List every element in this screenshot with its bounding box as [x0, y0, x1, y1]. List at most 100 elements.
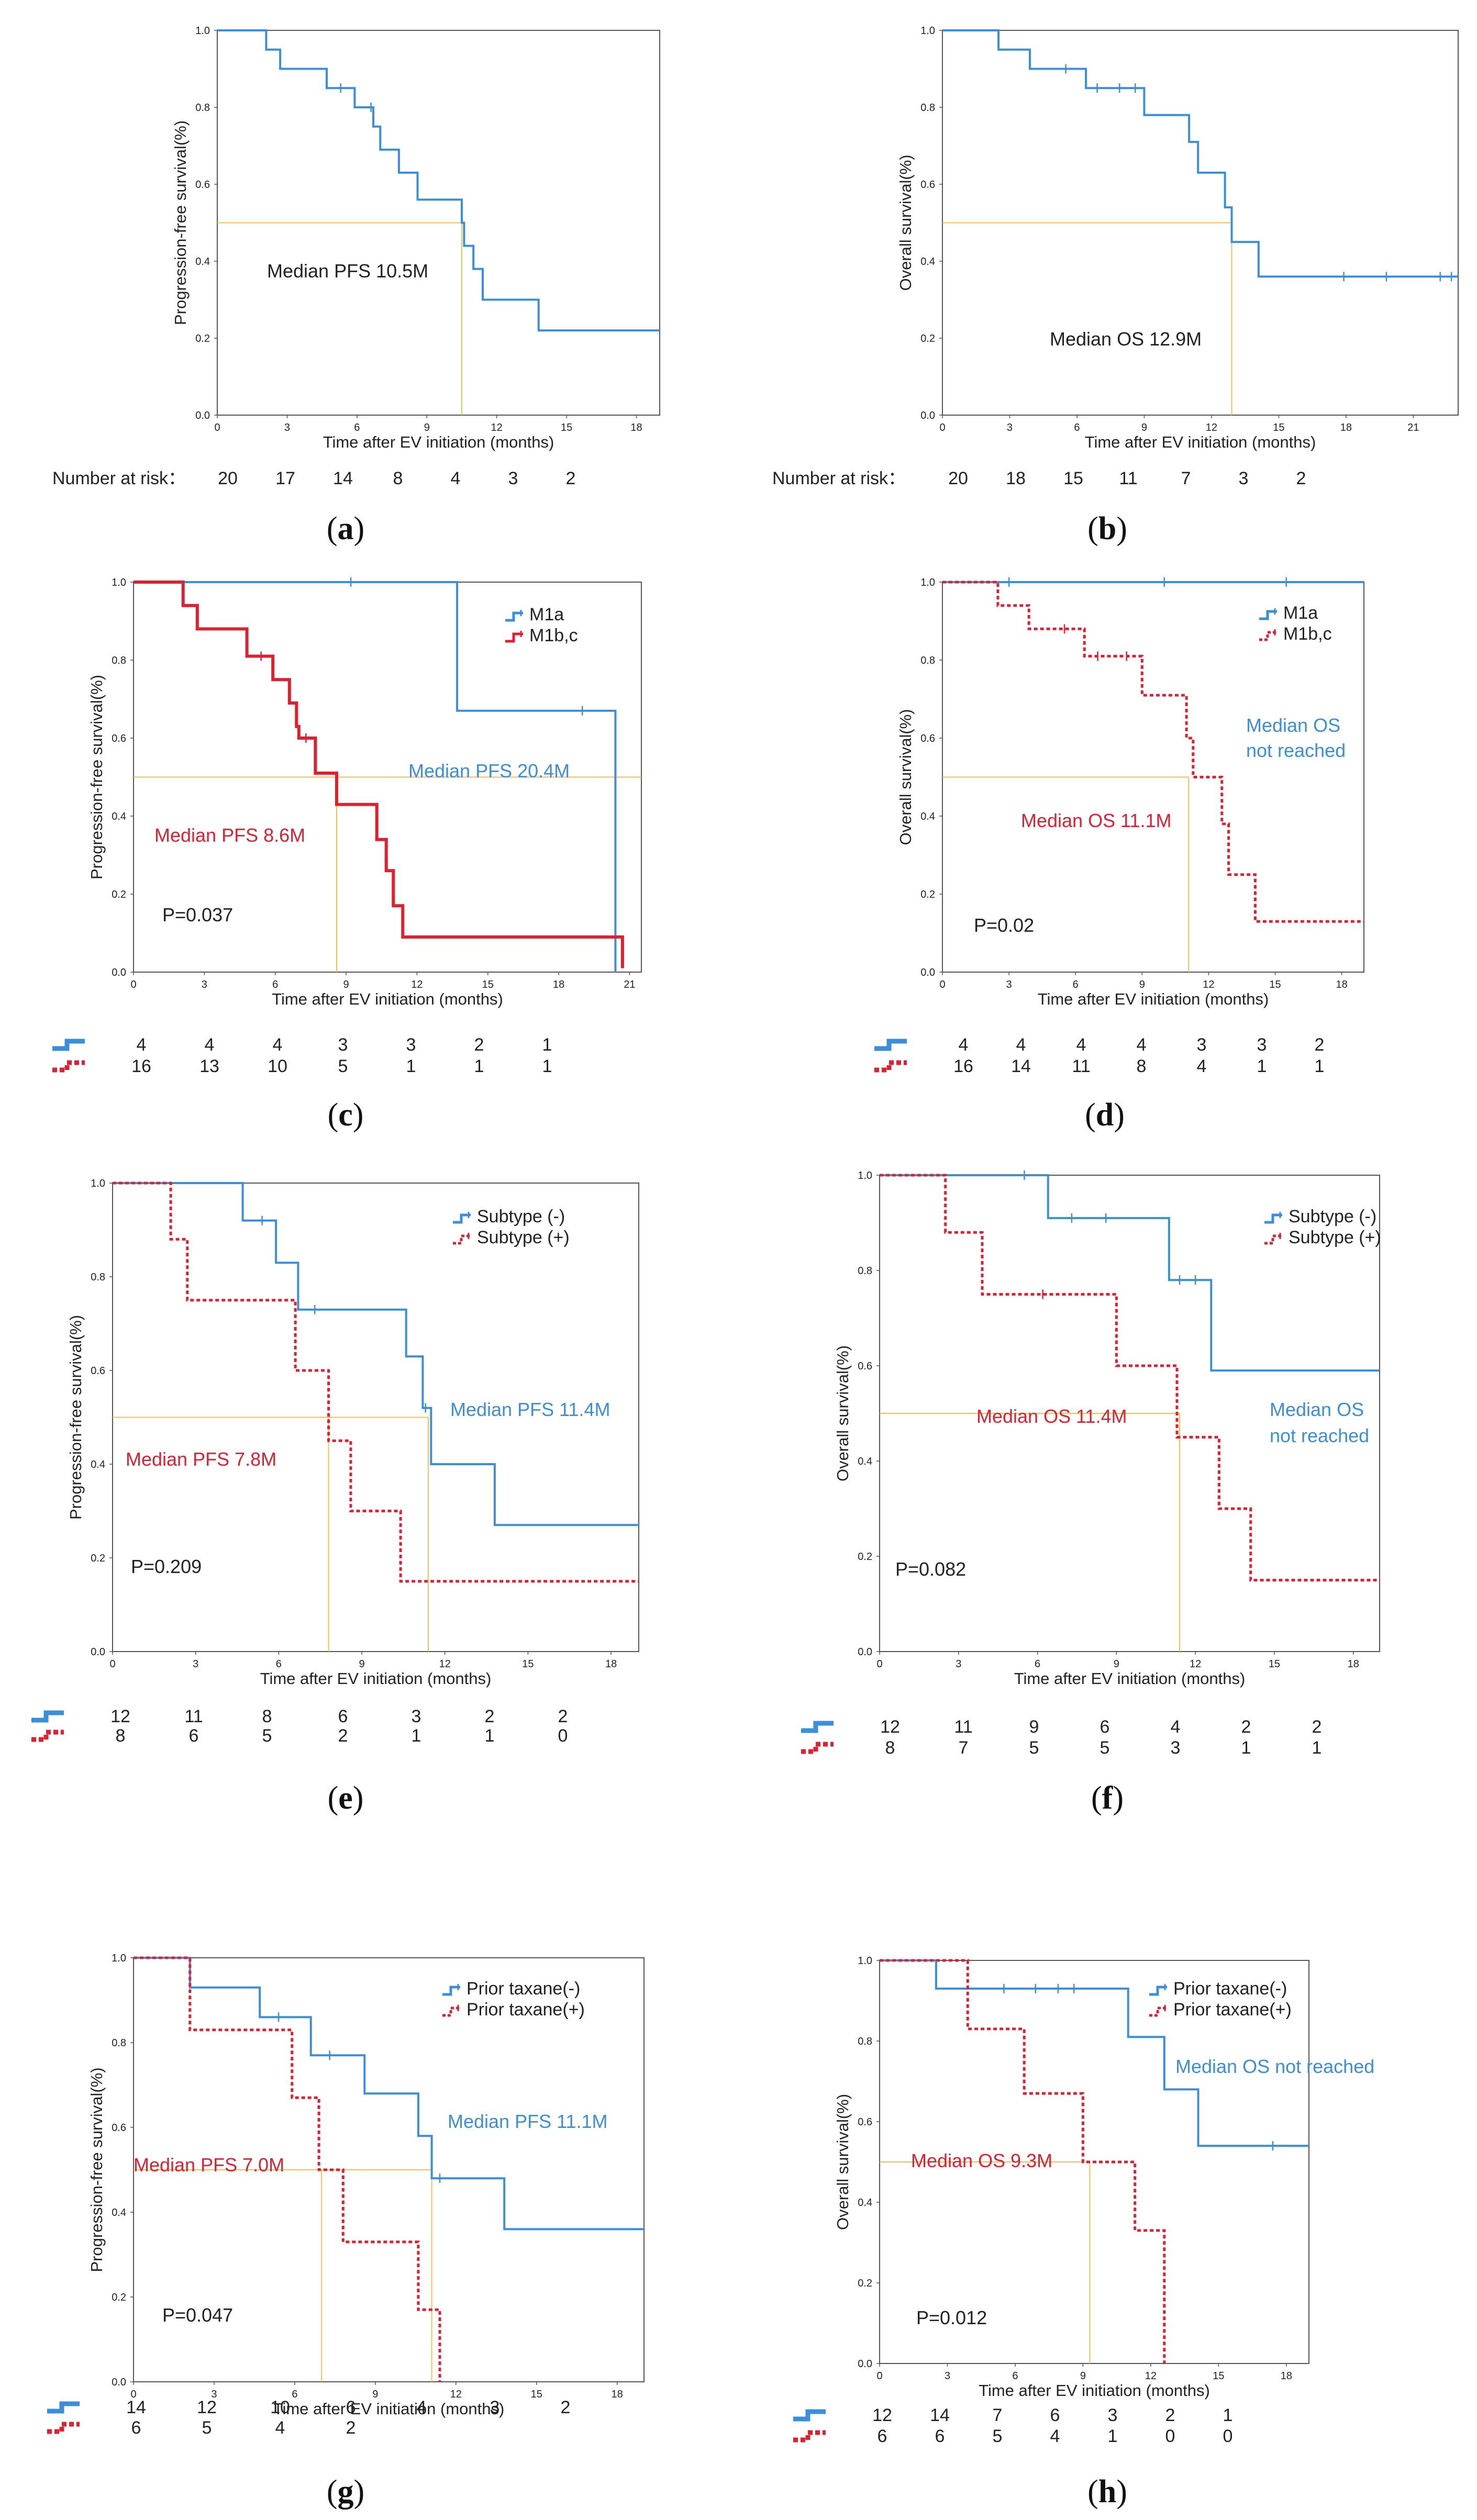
risk-row-marker-red [793, 2430, 826, 2443]
median-annotation: Median PFS 10.5M [267, 260, 428, 282]
risk-table-cell: 0 [558, 1726, 568, 1746]
risk-table-cell: 5 [993, 2426, 1003, 2446]
y-tick-label: 1.0 [920, 577, 935, 588]
x-tick-label: 12 [1206, 422, 1217, 433]
risk-row-marker-red [52, 1060, 85, 1073]
y-axis-label: Progression-free survival(%) [87, 2067, 106, 2272]
y-tick-label: 0.0 [858, 1646, 872, 1658]
survival-curve-m1a [134, 581, 617, 972]
x-tick-label: 15 [1273, 422, 1284, 433]
panel-label: (a) [327, 511, 364, 547]
y-axis-label: Overall survival(%) [834, 1345, 852, 1481]
risk-table-cell: 3 [412, 1707, 421, 1726]
x-tick-label: 9 [1114, 1658, 1119, 1670]
survival-curve-subtype- [113, 1182, 639, 1526]
p-value: P=0.037 [162, 904, 233, 926]
risk-table-cell: 1 [1257, 1056, 1267, 1076]
x-tick-label: 15 [561, 422, 572, 433]
legend-item: Prior taxane(-) [442, 1979, 580, 1999]
risk-table-cell: 1 [474, 1056, 484, 1076]
risk-table-cell: 8 [885, 1738, 895, 1758]
legend-item: Prior taxane(+) [1149, 2000, 1292, 2020]
y-tick-label: 0.2 [858, 1551, 872, 1563]
risk-table-cell: 17 [275, 469, 295, 488]
x-tick-label: 0 [876, 1658, 882, 1670]
x-tick-label: 15 [1269, 1658, 1280, 1670]
x-tick-label: 9 [343, 979, 349, 990]
survival-curve-m1b-c [942, 581, 1364, 923]
risk-table-cell: 5 [262, 1726, 272, 1746]
y-tick-label: 1.0 [858, 1955, 872, 1967]
y-tick-label: 1.0 [112, 1953, 126, 1964]
risk-table-cell: 4 [1050, 2426, 1060, 2446]
risk-table-cell: 14 [126, 2398, 146, 2417]
risk-table-cell: 4 [205, 1035, 215, 1055]
risk-table-cell: 13 [199, 1056, 219, 1076]
x-tick-label: 18 [605, 1658, 617, 1670]
panel-label: (h) [1087, 2474, 1127, 2510]
x-tick-label: 18 [1336, 979, 1348, 990]
panel-label: (g) [327, 2474, 364, 2510]
risk-table-cell: 3 [1108, 2405, 1118, 2425]
legend-item: M1b,c [1259, 624, 1332, 644]
y-tick-label: 0.6 [920, 179, 935, 191]
risk-row-marker-blue [52, 1039, 85, 1051]
y-tick-label: 1.0 [858, 1170, 872, 1181]
x-tick-label: 6 [354, 422, 360, 433]
median-annotation: Median PFS 7.8M [126, 1448, 276, 1470]
x-tick-label: 3 [1006, 979, 1012, 990]
x-tick-label: 15 [1269, 979, 1281, 990]
x-tick-label: 21 [624, 979, 635, 990]
risk-table-cell: 1 [1108, 2426, 1118, 2446]
risk-table-cell: 1 [542, 1035, 552, 1055]
y-axis-label: Overall survival(%) [896, 709, 915, 845]
p-value: P=0.012 [916, 2307, 987, 2328]
km-panel-b: 0.0 0.2 0.4 0.6 0.8 1.0 0 3 6 9 12 15 18 21 Time after… [772, 25, 1459, 547]
y-axis-label: Overall survival(%) [834, 2094, 852, 2230]
risk-table-cell: 4 [1171, 1717, 1181, 1737]
legend-swatch [1259, 631, 1277, 641]
risk-row-marker-blue [801, 1721, 834, 1733]
risk-table-cell: 2 [1296, 469, 1306, 488]
x-tick-label: 12 [1190, 1658, 1201, 1670]
median-annotation: Median PFS 8.6M [154, 824, 305, 846]
risk-table-cell: 4 [137, 1035, 147, 1055]
risk-table-cell: 5 [1029, 1738, 1039, 1758]
y-tick-label: 1.0 [112, 577, 126, 588]
x-tick-label: 12 [439, 1658, 451, 1670]
legend-item: Subtype (+) [1264, 1228, 1381, 1247]
y-tick-label: 0.2 [920, 889, 935, 900]
risk-table-cell: 1 [485, 1726, 495, 1746]
risk-table-cell: 4 [1137, 1035, 1147, 1055]
x-tick-label: 3 [1007, 422, 1013, 433]
legend-swatch [442, 1986, 460, 1996]
y-tick-label: 0.0 [920, 410, 935, 421]
legend-item: M1a [505, 605, 564, 625]
risk-row-marker-blue [793, 2409, 826, 2422]
y-tick-label: 0.2 [195, 333, 210, 344]
risk-table-cell: 0 [1223, 2426, 1233, 2446]
panel-label: (b) [1087, 511, 1127, 547]
x-tick-label: 6 [292, 2389, 297, 2400]
risk-table-cell: 6 [346, 2398, 356, 2417]
risk-table-cell: 2 [338, 1726, 348, 1746]
km-panel-g: 0.0 0.2 0.4 0.6 0.8 1.0 0 3 6 9 12 15 18 Time after E… [47, 1953, 645, 2510]
x-axis-label: Time after EV initiation (months) [1038, 990, 1269, 1008]
risk-table-cell: 11 [1072, 1056, 1090, 1076]
risk-table-cell: 2 [566, 469, 576, 488]
y-tick-label: 0.2 [112, 2292, 126, 2303]
y-tick-label: 0.0 [195, 410, 210, 421]
y-tick-label: 0.2 [91, 1553, 105, 1564]
median-annotation: Median OS not reached [1175, 2056, 1374, 2077]
y-tick-label: 1.0 [195, 25, 210, 37]
risk-table-cell: 3 [508, 469, 518, 488]
risk-table-cell: 4 [959, 1035, 969, 1055]
median-annotation: Median OS 9.3M [911, 2150, 1052, 2171]
risk-table-cell: 20 [218, 469, 238, 488]
legend-label: M1b,c [529, 626, 578, 645]
panel-label: (e) [328, 1780, 364, 1816]
risk-table-cell: 2 [346, 2418, 356, 2438]
